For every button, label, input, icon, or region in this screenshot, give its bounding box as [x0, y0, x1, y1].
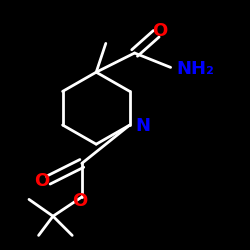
Text: NH₂: NH₂: [176, 60, 214, 78]
Text: N: N: [136, 117, 151, 135]
Text: O: O: [34, 172, 50, 190]
Text: O: O: [152, 22, 168, 40]
Text: O: O: [72, 192, 87, 210]
